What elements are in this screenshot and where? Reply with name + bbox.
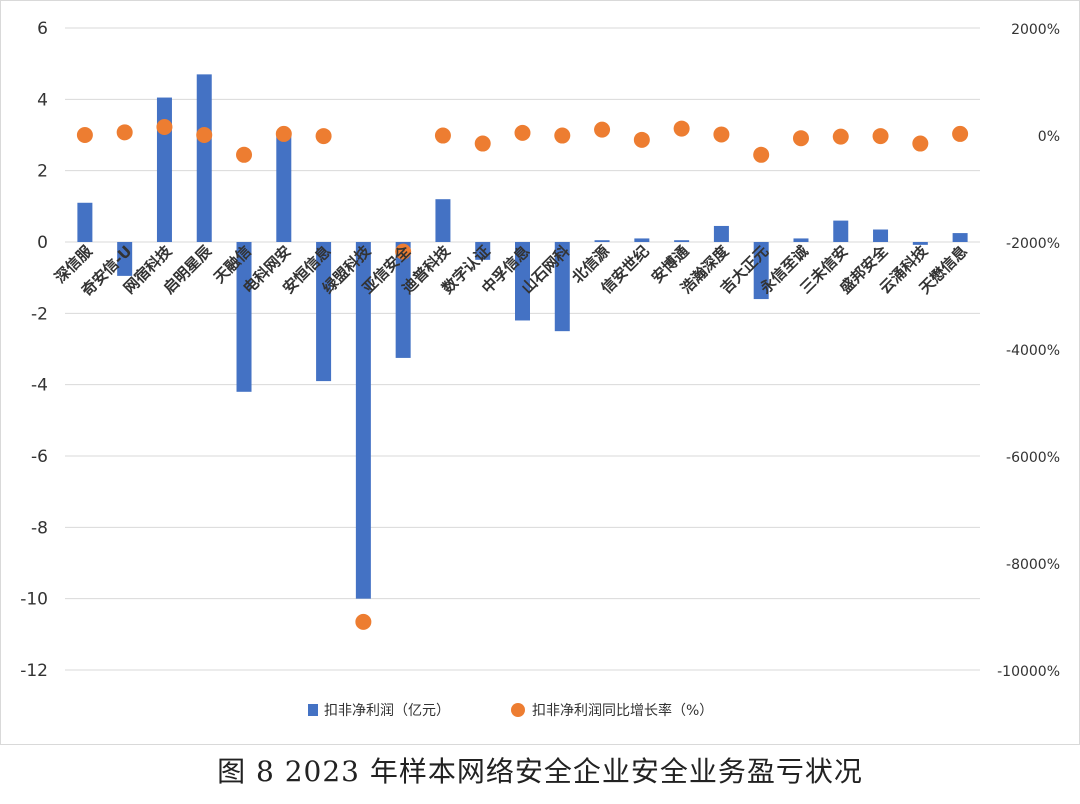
bar [515, 242, 530, 321]
bar [475, 242, 491, 260]
bar [117, 242, 133, 276]
right-tick-label: -10000% [997, 664, 1060, 680]
bar [952, 233, 968, 242]
growth-point [952, 125, 969, 142]
bar-series [77, 74, 968, 599]
growth-point [196, 127, 213, 143]
legend-dot-label: 扣非净利润同比增长率（%） [532, 702, 713, 719]
growth-point [395, 243, 412, 260]
bar [713, 225, 729, 242]
right-tick-label: 0% [1038, 129, 1060, 145]
left-tick-label: -6 [31, 447, 48, 467]
growth-point [355, 613, 372, 630]
growth-point [236, 146, 253, 163]
growth-point [315, 128, 332, 145]
growth-point [514, 124, 531, 141]
bar [912, 242, 928, 245]
gridlines [65, 27, 980, 671]
growth-point [912, 135, 929, 152]
growth-point [633, 131, 650, 148]
growth-point [872, 128, 889, 145]
left-tick-label: 6 [37, 19, 48, 39]
growth-point [116, 124, 133, 141]
growth-point [156, 118, 173, 135]
combo-chart: 6 4 2 0 -2 -4 -6 -8 -10 -12 2000% 0% -2000% -4000% -6… [0, 0, 1080, 745]
bar [435, 199, 451, 242]
bar [594, 240, 610, 242]
growth-point [76, 127, 93, 143]
legend: 扣非净利润（亿元） 扣非净利润同比增长率（%） [308, 702, 713, 719]
bar [674, 240, 690, 242]
right-axis-ticks: 2000% 0% -2000% -4000% -6000% -8000% -10000% [997, 22, 1060, 680]
legend-bar-swatch [308, 704, 318, 716]
bar [196, 74, 212, 242]
right-tick-label: 2000% [1011, 22, 1060, 38]
bar [554, 242, 570, 332]
right-tick-label: -6000% [1006, 450, 1060, 466]
bar [793, 238, 809, 242]
figure-caption: 图 8 2023 年样本网络安全企业安全业务盈亏状况 [217, 755, 863, 788]
left-tick-label: 2 [37, 162, 48, 182]
left-tick-label: -12 [20, 661, 48, 681]
growth-point [474, 135, 491, 152]
left-tick-label: -2 [31, 304, 48, 324]
bar [316, 242, 332, 382]
legend-dot-swatch [511, 703, 525, 717]
growth-point [275, 125, 292, 142]
growth-point [792, 130, 809, 147]
left-tick-label: -4 [31, 376, 48, 396]
legend-bar-label: 扣非净利润（亿元） [324, 703, 450, 719]
bar [395, 242, 411, 358]
left-tick-label: 0 [37, 233, 48, 253]
growth-point [832, 128, 849, 145]
bar [276, 131, 292, 242]
bar [236, 242, 252, 392]
left-tick-label: -8 [31, 518, 48, 538]
growth-point [673, 120, 690, 137]
right-tick-label: -4000% [1006, 343, 1060, 359]
right-tick-label: -8000% [1006, 557, 1060, 573]
bar [355, 242, 371, 599]
growth-point [554, 127, 571, 144]
chart-border [0, 0, 1080, 745]
bar [634, 238, 650, 242]
left-tick-label: -10 [20, 590, 48, 610]
left-tick-label: 4 [37, 90, 48, 110]
bar [77, 202, 93, 242]
growth-point [713, 126, 730, 143]
bar [873, 229, 889, 242]
left-axis-ticks: 6 4 2 0 -2 -4 -6 -8 -10 -12 [20, 19, 48, 681]
growth-point [594, 121, 611, 138]
right-tick-label: -2000% [1006, 236, 1060, 252]
bar [833, 220, 849, 242]
growth-point [434, 127, 451, 144]
bar [753, 242, 769, 300]
scatter-series [76, 118, 969, 630]
growth-point [753, 146, 770, 163]
